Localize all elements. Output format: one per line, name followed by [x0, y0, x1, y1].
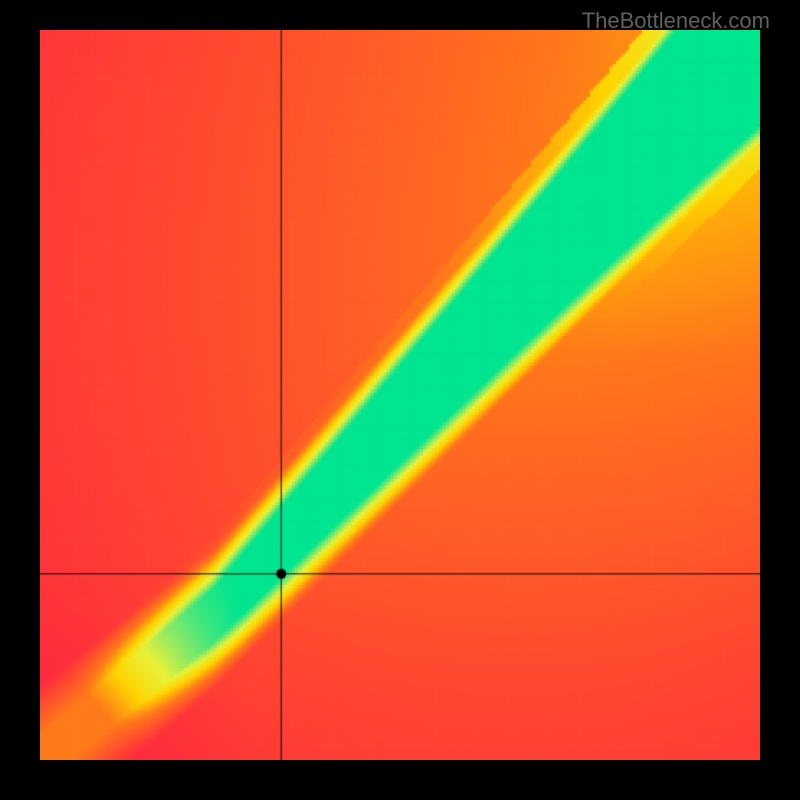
bottleneck-heatmap: [40, 30, 760, 760]
watermark-text: TheBottleneck.com: [582, 8, 770, 34]
chart-container: TheBottleneck.com: [0, 0, 800, 800]
